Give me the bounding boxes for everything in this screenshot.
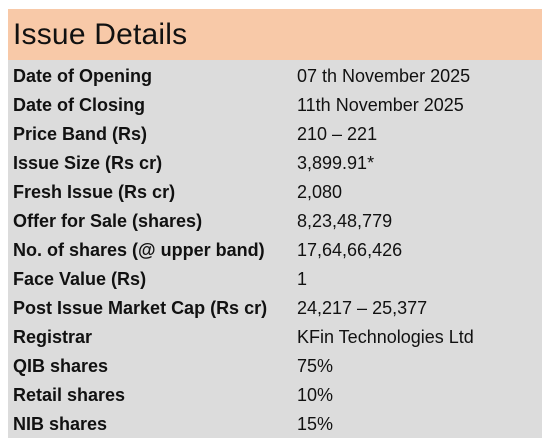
row-qib-shares: QIB shares 75% [8,352,542,381]
row-value: 8,23,48,779 [297,211,393,231]
row-registrar: Registrar KFin Technologies Ltd [8,323,542,352]
row-value: 3,899.91* [297,153,375,173]
row-fresh-issue: Fresh Issue (Rs cr) 2,080 [8,178,542,207]
row-label: Post Issue Market Cap (Rs cr) [13,298,268,318]
row-label: Date of Closing [13,95,146,115]
row-label: Date of Opening [13,66,152,86]
row-value: 10% [297,385,334,405]
issue-details-table: Issue Details Date of Opening 07 th Nove… [8,9,542,438]
row-nib-shares: NIB shares 15% [8,410,542,439]
row-value: 24,217 – 25,377 [297,298,428,318]
row-value: 15% [297,414,334,434]
row-label: QIB shares [13,356,109,376]
row-face-value: Face Value (Rs) 1 [8,265,542,294]
row-label: No. of shares (@ upper band) [13,240,265,260]
row-label: Offer for Sale (shares) [13,211,203,231]
row-number-of-shares: No. of shares (@ upper band) 17,64,66,42… [8,236,542,265]
row-value: 2,080 [297,182,343,202]
table-title: Issue Details [13,17,188,51]
row-value: 17,64,66,426 [297,240,403,260]
row-date-of-closing: Date of Closing 11th November 2025 [8,91,542,120]
row-label: Price Band (Rs) [13,124,148,144]
row-label: NIB shares [13,414,108,434]
row-offer-for-sale: Offer for Sale (shares) 8,23,48,779 [8,207,542,236]
row-label: Fresh Issue (Rs cr) [13,182,176,202]
row-price-band: Price Band (Rs) 210 – 221 [8,120,542,149]
row-value: 210 – 221 [297,124,378,144]
row-value: 11th November 2025 [297,95,464,115]
row-label: Retail shares [13,385,126,405]
row-label: Issue Size (Rs cr) [13,153,163,173]
row-issue-size: Issue Size (Rs cr) 3,899.91* [8,149,542,178]
row-value: 07 th November 2025 [297,66,471,86]
row-date-of-opening: Date of Opening 07 th November 2025 [8,62,542,91]
row-retail-shares: Retail shares 10% [8,381,542,410]
row-label: Registrar [13,327,93,347]
row-value: 1 [297,269,308,289]
table-body: Date of Opening 07 th November 2025 Date… [8,60,542,439]
row-value: 75% [297,356,334,376]
row-post-issue-market-cap: Post Issue Market Cap (Rs cr) 24,217 – 2… [8,294,542,323]
table-header: Issue Details [8,9,542,60]
row-label: Face Value (Rs) [13,269,147,289]
row-value: KFin Technologies Ltd [297,327,474,347]
